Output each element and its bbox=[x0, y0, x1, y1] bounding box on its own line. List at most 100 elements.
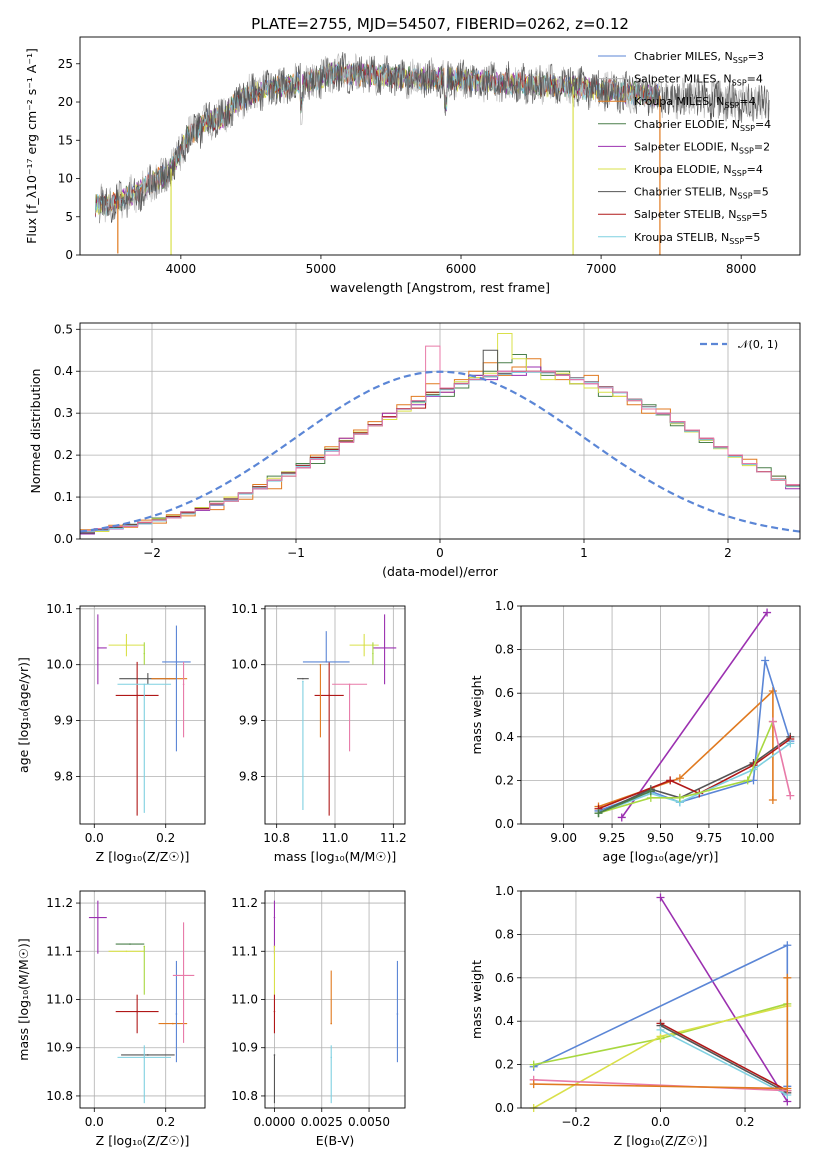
plus-marker bbox=[768, 687, 777, 696]
figure-title: PLATE=2755, MJD=54507, FIBERID=0262, z=0… bbox=[251, 15, 629, 33]
x-tick-label: 11.0 bbox=[322, 831, 349, 845]
x-axis-label: Z [log₁₀(Z/Z☉)] bbox=[96, 1133, 190, 1148]
x-tick-label: 10.8 bbox=[263, 831, 290, 845]
legend-label: Salpeter ELODIE, NSSP=2 bbox=[634, 140, 770, 155]
y-tick-label: 0.0 bbox=[495, 1101, 514, 1115]
axes-frame bbox=[520, 605, 801, 825]
y-tick-label: 10.1 bbox=[231, 602, 258, 616]
data-point bbox=[175, 1013, 178, 1015]
y-tick-label: 10.1 bbox=[46, 602, 73, 616]
data-point bbox=[328, 694, 330, 697]
x-tick-label: 7000 bbox=[586, 262, 617, 276]
plus-marker bbox=[763, 608, 772, 617]
weight-line bbox=[533, 1079, 788, 1092]
y-tick-label: 0.2 bbox=[54, 448, 73, 462]
plus-marker bbox=[529, 1080, 538, 1089]
weight-line bbox=[660, 1022, 788, 1092]
data-point bbox=[273, 916, 276, 919]
weight-line bbox=[598, 689, 774, 808]
mass-vs-Z-panel: 0.0 0.2 10.8 10.9 11.0 11.1 11.2 Z [log₁₀(Z/Z☉)… bbox=[16, 890, 206, 1148]
data-point bbox=[129, 943, 131, 945]
plus-marker bbox=[594, 809, 603, 818]
weight-line bbox=[660, 1024, 788, 1094]
x-tick-label: 11.2 bbox=[380, 831, 407, 845]
y-tick-label: 0.8 bbox=[495, 643, 514, 657]
plus-marker bbox=[786, 739, 795, 748]
weight-vs-Z-panel: −0.2 0.0 0.2 0.0 0.2 0.4 0.6 0.8 1.0 Z [log₁₀(Z/Z… bbox=[469, 884, 801, 1148]
x-tick-label: −2 bbox=[143, 546, 161, 560]
data-point bbox=[168, 677, 171, 680]
x-tick-label: 0.2 bbox=[735, 1115, 754, 1129]
y-tick-label: 0.0 bbox=[495, 817, 514, 831]
x-tick-label: 0.0050 bbox=[348, 1115, 390, 1129]
spectrum-panel: 4000 5000 6000 7000 8000 0 5 10 15 20 25 wavelength… bbox=[24, 36, 801, 295]
x-axis-label: E(B-V) bbox=[316, 1133, 355, 1148]
spectrum-line bbox=[99, 53, 770, 223]
y-tick-label: 5 bbox=[65, 210, 73, 224]
weight-line bbox=[621, 612, 768, 818]
data-point bbox=[273, 1054, 276, 1056]
mass-vs-EBV-panel: 0.0000 0.0025 0.0050 10.8 10.9 11.0 11.1 11.2 E(… bbox=[231, 890, 406, 1148]
y-tick-label: 0.2 bbox=[495, 1058, 514, 1072]
y-tick-label: 25 bbox=[58, 57, 73, 71]
x-axis-label: (data-model)/error bbox=[382, 564, 499, 579]
x-tick-label: 0.0 bbox=[651, 1115, 670, 1129]
y-tick-label: 11.1 bbox=[231, 944, 258, 958]
weight-vs-age-panel: 9.00 9.25 9.50 9.75 10.00 0.0 0.2 0.4 0.6 0.8 1.0 a… bbox=[469, 599, 801, 864]
plus-marker bbox=[617, 813, 626, 822]
weight-line bbox=[772, 721, 792, 796]
legend-label: Kroupa MILES, NSSP=4 bbox=[634, 95, 756, 110]
data-point bbox=[125, 950, 128, 953]
x-axis-label: age [log₁₀(age/yr)] bbox=[603, 849, 719, 864]
y-axis-label: mass weight bbox=[469, 675, 484, 754]
data-point bbox=[143, 683, 146, 686]
axes-frame bbox=[520, 890, 801, 1109]
y-tick-label: 15 bbox=[58, 133, 73, 147]
x-tick-label: 0.2 bbox=[156, 831, 175, 845]
y-tick-label: 11.2 bbox=[231, 896, 258, 910]
age-vs-Z-panel: 0.0 0.2 9.8 9.9 10.0 10.1 Z [log₁₀(Z/Z☉)] age [… bbox=[16, 602, 206, 864]
y-tick-label: 10.8 bbox=[46, 1089, 73, 1103]
y-tick-label: 0.2 bbox=[495, 773, 514, 787]
y-tick-label: 0.3 bbox=[54, 406, 73, 420]
y-tick-label: 11.0 bbox=[46, 993, 73, 1007]
y-axis-label: mass [log₁₀(M/M☉)] bbox=[16, 938, 31, 1060]
data-point bbox=[97, 916, 99, 919]
x-tick-label: 10.00 bbox=[740, 831, 774, 845]
plus-marker bbox=[666, 776, 675, 785]
x-tick-label: 9.75 bbox=[696, 831, 723, 845]
x-tick-label: 9.00 bbox=[550, 831, 577, 845]
axes-frame bbox=[79, 322, 801, 540]
x-tick-label: 0.2 bbox=[156, 1115, 175, 1129]
y-axis-label: mass weight bbox=[469, 960, 484, 1039]
y-tick-label: 1.0 bbox=[495, 884, 514, 898]
data-point bbox=[182, 683, 185, 686]
y-tick-label: 9.8 bbox=[239, 769, 258, 783]
axes-frame bbox=[264, 605, 406, 825]
data-point bbox=[143, 1056, 146, 1059]
plus-marker bbox=[768, 796, 777, 805]
plus-marker bbox=[656, 893, 665, 902]
data-point bbox=[143, 945, 146, 948]
x-tick-label: 0.0025 bbox=[301, 1115, 343, 1129]
data-point bbox=[348, 683, 351, 686]
y-axis-label: age [log₁₀(age/yr)] bbox=[16, 657, 31, 773]
plus-marker bbox=[656, 1025, 665, 1034]
x-tick-label: 1 bbox=[580, 546, 588, 560]
y-tick-label: 0.4 bbox=[54, 364, 73, 378]
x-axis-label: Z [log₁₀(Z/Z☉)] bbox=[96, 849, 190, 864]
plus-marker bbox=[786, 791, 795, 800]
data-point bbox=[363, 644, 365, 646]
x-axis-label: Z [log₁₀(Z/Z☉)] bbox=[614, 1133, 708, 1148]
legend-label: Chabrier ELODIE, NSSP=4 bbox=[634, 118, 771, 133]
data-point bbox=[396, 1013, 399, 1015]
y-tick-label: 0 bbox=[65, 248, 73, 262]
data-point bbox=[136, 694, 138, 697]
x-tick-label: 0.0 bbox=[85, 831, 104, 845]
y-tick-label: 0.5 bbox=[54, 322, 73, 336]
y-axis-label: Flux [f_λ10⁻¹⁷ erg cm⁻² s⁻¹ A⁻¹] bbox=[24, 48, 39, 244]
x-axis-label: mass [log₁₀(M/M☉)] bbox=[274, 849, 396, 864]
x-tick-label: 2 bbox=[724, 546, 732, 560]
data-point bbox=[325, 661, 328, 663]
data-point bbox=[147, 1054, 149, 1056]
